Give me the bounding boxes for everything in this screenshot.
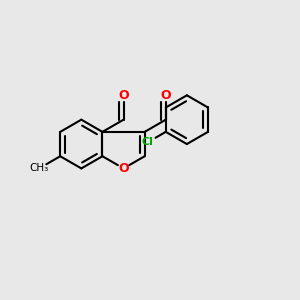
Text: O: O — [118, 162, 129, 175]
Text: Cl: Cl — [142, 137, 154, 147]
Text: CH₃: CH₃ — [29, 164, 49, 173]
Text: O: O — [160, 89, 171, 102]
Text: O: O — [118, 89, 129, 102]
